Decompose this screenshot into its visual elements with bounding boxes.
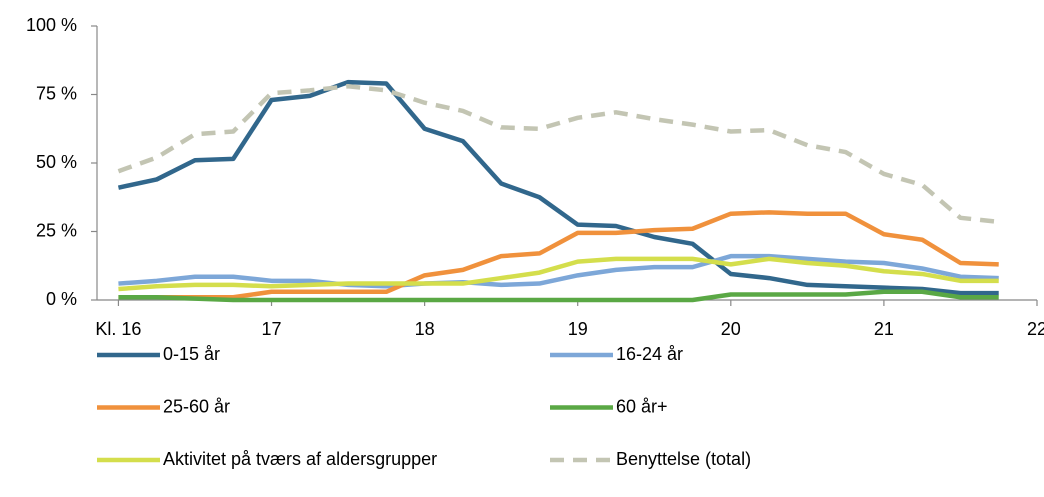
y-tick-label: 0 % <box>46 289 77 309</box>
legend-label: Benyttelse (total) <box>616 449 751 469</box>
x-tick-label: 19 <box>568 319 588 339</box>
x-tick-label: Kl. 16 <box>95 319 141 339</box>
legend-label: 16-24 år <box>616 344 683 364</box>
y-tick-label: 50 % <box>36 152 77 172</box>
x-tick-label: 21 <box>874 319 894 339</box>
x-tick-label: 22 <box>1027 319 1044 339</box>
series-line <box>118 210 999 300</box>
legend-label: Aktivitet på tværs af aldersgrupper <box>163 449 437 469</box>
x-tick-label: 18 <box>415 319 435 339</box>
series-line <box>117 84 999 225</box>
legend-label: 60 år+ <box>616 396 668 416</box>
legend-label: 25-60 år <box>163 396 230 416</box>
series-line <box>117 79 999 296</box>
series-line <box>118 256 999 292</box>
y-tick-label: 100 % <box>26 15 77 35</box>
series-line <box>118 289 999 303</box>
series-line <box>118 253 999 289</box>
legend-label: 0-15 år <box>163 344 220 364</box>
x-tick-label: 17 <box>262 319 282 339</box>
x-tick-label: 20 <box>721 319 741 339</box>
y-tick-label: 25 % <box>36 220 77 240</box>
y-tick-label: 75 % <box>36 83 77 103</box>
